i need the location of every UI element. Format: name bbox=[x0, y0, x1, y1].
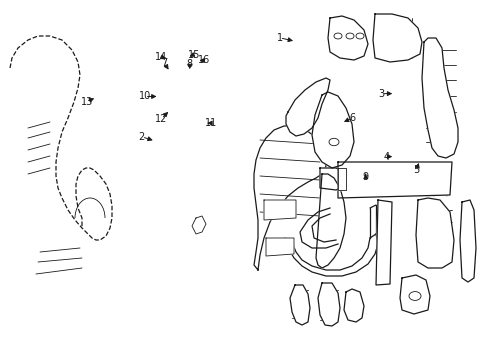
Polygon shape bbox=[192, 216, 205, 234]
Polygon shape bbox=[319, 168, 343, 190]
Polygon shape bbox=[399, 275, 429, 314]
Polygon shape bbox=[375, 200, 391, 285]
Polygon shape bbox=[285, 78, 329, 136]
Polygon shape bbox=[253, 126, 325, 270]
Polygon shape bbox=[337, 162, 451, 198]
Text: 9: 9 bbox=[362, 172, 368, 182]
Text: 14: 14 bbox=[155, 52, 167, 62]
Polygon shape bbox=[372, 14, 421, 62]
Polygon shape bbox=[315, 174, 346, 268]
Text: 2: 2 bbox=[139, 132, 144, 142]
Text: 8: 8 bbox=[186, 59, 192, 69]
Text: 15: 15 bbox=[187, 50, 200, 60]
Polygon shape bbox=[311, 92, 353, 168]
Text: 11: 11 bbox=[204, 118, 217, 128]
Text: 5: 5 bbox=[413, 165, 419, 175]
Text: 12: 12 bbox=[155, 114, 167, 124]
Text: 10: 10 bbox=[138, 91, 151, 102]
Polygon shape bbox=[421, 38, 457, 158]
Polygon shape bbox=[337, 168, 346, 190]
Polygon shape bbox=[264, 200, 295, 220]
Polygon shape bbox=[317, 283, 339, 326]
Polygon shape bbox=[415, 198, 453, 268]
Text: 3: 3 bbox=[378, 89, 384, 99]
Polygon shape bbox=[327, 16, 367, 60]
Text: 16: 16 bbox=[198, 55, 210, 66]
Text: 6: 6 bbox=[348, 113, 354, 123]
Text: 1: 1 bbox=[276, 33, 282, 43]
Text: 13: 13 bbox=[81, 96, 93, 107]
Polygon shape bbox=[265, 238, 293, 256]
Polygon shape bbox=[289, 285, 309, 325]
Polygon shape bbox=[343, 289, 363, 322]
Text: 4: 4 bbox=[383, 152, 388, 162]
Polygon shape bbox=[459, 200, 475, 282]
Text: 7: 7 bbox=[161, 58, 167, 68]
